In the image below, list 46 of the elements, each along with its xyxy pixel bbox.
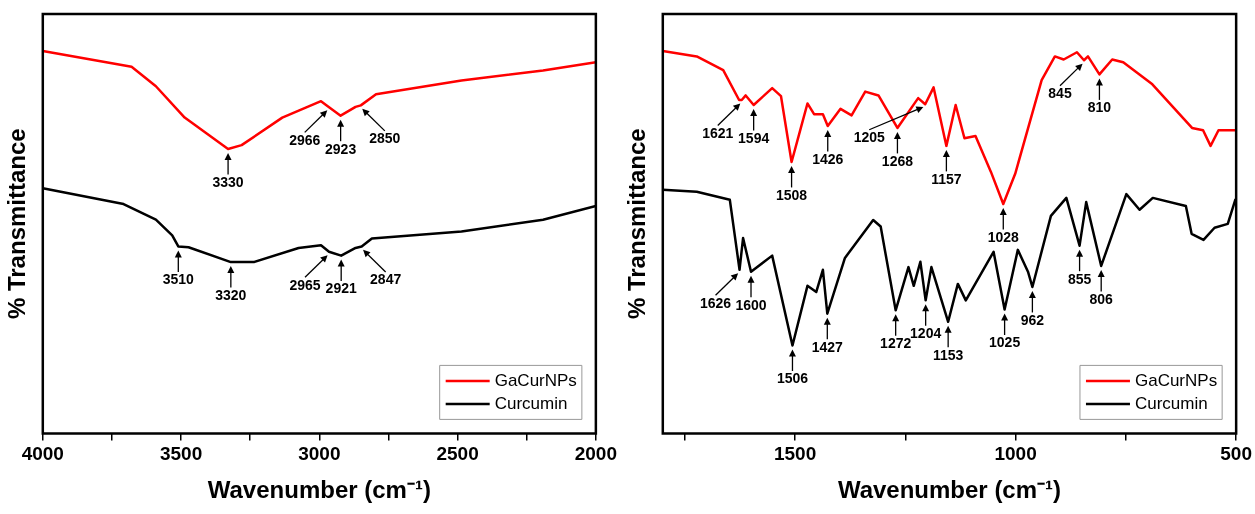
annotation: 1025: [989, 334, 1021, 351]
annotation: 810: [1087, 99, 1112, 116]
annotation: 1272: [880, 335, 912, 352]
annotation: 1426: [812, 150, 844, 167]
x-tick-label: 1500: [773, 443, 817, 465]
annotation: 1626: [699, 294, 732, 311]
x-tick-label: 2500: [436, 443, 479, 465]
x-tick-label: 500: [1220, 443, 1252, 465]
annotation: 2965: [289, 276, 321, 293]
annotation: 855: [1067, 270, 1092, 287]
annotation: 1153: [932, 346, 964, 363]
annotation: 3510: [162, 271, 195, 288]
y-axis-title: % Transmittance: [3, 128, 31, 320]
legend-label: Curcumin: [494, 393, 568, 413]
x-tick-label: 1000: [994, 443, 1037, 465]
annotation: 1600: [735, 296, 767, 313]
annotation: 1204: [910, 325, 942, 342]
annotation: 2923: [325, 140, 357, 157]
annotation: 1157: [931, 170, 962, 187]
legend-label: Curcumin: [1134, 393, 1208, 413]
x-tick-label: 2000: [574, 443, 618, 465]
annotation: 1427: [811, 338, 844, 355]
x-tick-label: 4000: [21, 443, 64, 465]
x-axis-title: Wavenumber (cm⁻¹): [837, 476, 1062, 504]
annotation: 2850: [369, 130, 401, 147]
x-tick-label: 3000: [298, 443, 341, 465]
annotation: 1594: [738, 129, 770, 146]
annotation: 2966: [289, 131, 321, 148]
legend-label: GaCurNPs: [1134, 370, 1218, 390]
annotation: 806: [1089, 290, 1114, 307]
annotation: 2921: [325, 280, 357, 297]
legend-label: GaCurNPs: [494, 370, 577, 390]
y-axis-title: % Transmittance: [623, 128, 651, 320]
annotation: 1621: [702, 124, 734, 141]
annotation: 1205: [853, 129, 885, 146]
annotation: 1506: [776, 370, 809, 387]
annotation: 845: [1048, 85, 1072, 102]
annotation: 1028: [987, 228, 1020, 245]
annotation: 1268: [881, 152, 914, 169]
annotation: 1508: [776, 186, 808, 203]
annotation: 962: [1020, 311, 1045, 328]
annotation: 3330: [212, 173, 244, 190]
x-axis-title: Wavenumber (cm⁻¹): [207, 476, 431, 504]
annotation: 3320: [215, 286, 247, 303]
x-tick-label: 3500: [159, 443, 203, 465]
annotation: 2847: [370, 271, 402, 288]
